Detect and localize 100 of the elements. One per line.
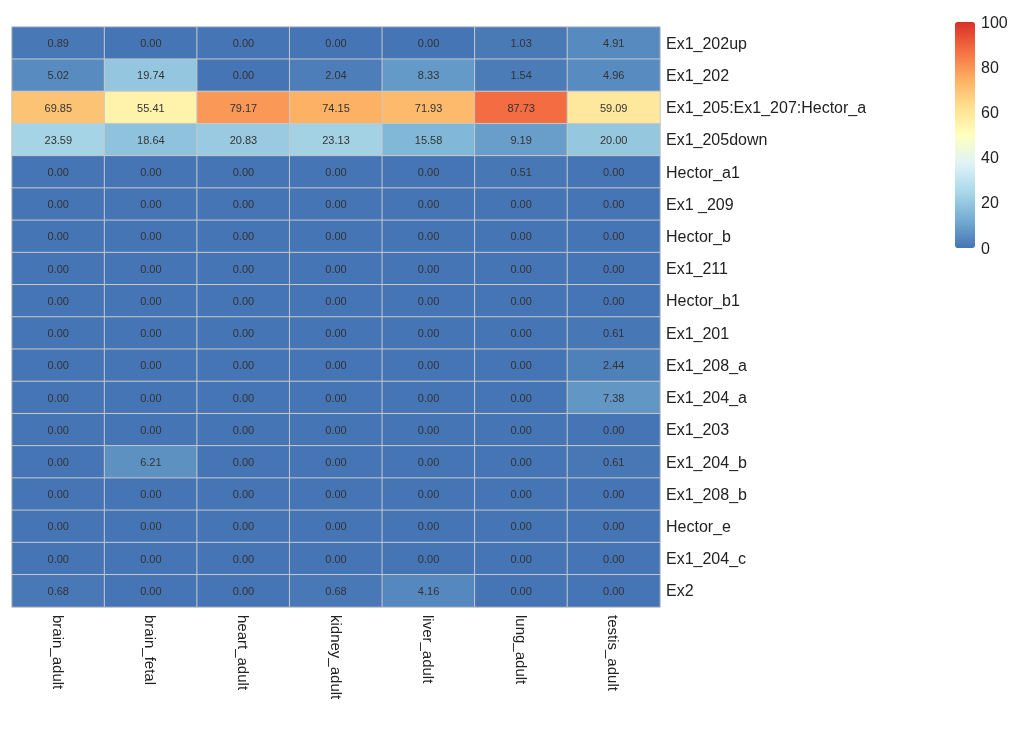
data-label: 4.91 xyxy=(603,37,625,50)
data-label: 0.00 xyxy=(47,552,69,565)
data-label: 0.00 xyxy=(140,327,162,340)
data-label: 6.21 xyxy=(140,456,162,468)
data-label: 0.00 xyxy=(47,423,69,436)
data-label: 0.00 xyxy=(232,37,255,50)
y-tick-label: Ex1_205down xyxy=(666,131,768,150)
data-label: 0.00 xyxy=(603,488,625,501)
data-label: 0.00 xyxy=(325,488,347,501)
y-tick-label: Ex1_202up xyxy=(666,34,748,53)
y-tick-label: Hector_e xyxy=(666,517,732,536)
color-bar-label: 20 xyxy=(981,194,999,212)
data-label: 0.00 xyxy=(232,198,255,211)
data-label: 20.00 xyxy=(599,133,628,146)
data-label: 0.00 xyxy=(603,198,625,211)
data-label: 0.00 xyxy=(47,327,69,340)
data-label: 0.00 xyxy=(603,294,625,307)
y-tick-label: Ex1_211 xyxy=(666,260,729,279)
data-label: 0.61 xyxy=(603,327,625,340)
data-label: 0.61 xyxy=(603,456,625,468)
color-bar-label: 40 xyxy=(981,149,999,167)
data-label: 4.16 xyxy=(417,584,440,597)
data-label: 9.19 xyxy=(510,133,532,146)
data-label: 0.00 xyxy=(140,423,162,436)
data-label: 0.00 xyxy=(510,520,532,533)
data-label: 0.00 xyxy=(140,294,162,307)
data-label: 59.09 xyxy=(599,101,628,114)
data-label: 1.54 xyxy=(510,69,532,82)
data-label: 0.00 xyxy=(417,262,440,275)
y-tick-label: Ex1_204_b xyxy=(666,453,748,472)
data-label: 0.00 xyxy=(417,327,440,340)
data-label: 0.00 xyxy=(417,520,440,533)
data-label: 0.00 xyxy=(47,262,69,275)
data-label: 0.00 xyxy=(603,230,625,243)
data-label: 0.51 xyxy=(510,166,532,178)
data-label: 0.00 xyxy=(325,294,347,307)
data-label: 2.04 xyxy=(325,69,347,82)
data-label: 18.64 xyxy=(137,133,165,146)
y-tick-label: Hector_a1 xyxy=(666,163,740,182)
data-label: 0.00 xyxy=(140,391,162,404)
data-label: 0.00 xyxy=(510,423,532,436)
data-label: 0.00 xyxy=(510,198,532,211)
data-label: 0.00 xyxy=(140,552,162,565)
y-tick-label: Hector_b1 xyxy=(666,292,740,311)
data-label: 0.00 xyxy=(140,584,162,597)
data-label: 0.00 xyxy=(603,520,625,533)
data-label: 0.00 xyxy=(325,456,347,468)
y-tick-label: Ex1_204_c xyxy=(666,550,747,569)
data-label: 0.00 xyxy=(232,520,255,533)
y-tick-label: Ex2 xyxy=(666,582,694,600)
data-label: 0.00 xyxy=(47,520,69,533)
data-label: 0.00 xyxy=(417,423,440,436)
y-tick-label: Hector_b xyxy=(666,227,732,246)
data-label: 0.00 xyxy=(140,488,162,501)
data-label: 0.00 xyxy=(603,552,625,565)
data-label: 0.00 xyxy=(325,198,347,211)
data-label: 0.89 xyxy=(47,37,69,50)
data-label: 79.17 xyxy=(229,101,258,114)
data-label: 2.44 xyxy=(603,359,625,372)
color-bar-label: 0 xyxy=(981,239,990,257)
data-label: 0.00 xyxy=(510,488,532,501)
data-label: 0.00 xyxy=(417,391,440,404)
y-tick-label: Ex1_208_b xyxy=(666,485,748,504)
data-label: 0.00 xyxy=(325,359,347,372)
data-label: 0.00 xyxy=(140,166,162,178)
y-tick-label: Ex1 _209 xyxy=(666,195,734,214)
data-label: 0.00 xyxy=(140,262,162,275)
data-label: 0.00 xyxy=(417,230,440,243)
data-label: 0.00 xyxy=(325,37,347,50)
data-label: 0.00 xyxy=(232,359,255,372)
data-label: 0.00 xyxy=(232,391,255,404)
data-label: 0.00 xyxy=(510,359,532,372)
data-label: 0.00 xyxy=(140,37,162,50)
data-label: 0.00 xyxy=(417,359,440,372)
data-label: 15.58 xyxy=(414,133,443,146)
data-label: 0.00 xyxy=(325,423,347,436)
data-label: 0.00 xyxy=(47,391,69,404)
x-tick-label: lung_adult xyxy=(512,615,530,686)
data-label: 5.02 xyxy=(47,69,69,82)
data-label: 0.00 xyxy=(510,262,532,275)
y-tick-label: Ex1_208_a xyxy=(666,356,748,375)
data-label: 0.00 xyxy=(232,69,255,82)
data-label: 0.00 xyxy=(47,230,69,243)
data-label: 0.00 xyxy=(417,198,440,211)
data-label: 0.00 xyxy=(232,423,255,436)
data-label: 69.85 xyxy=(44,101,73,114)
data-label: 0.00 xyxy=(325,520,347,533)
data-label: 8.33 xyxy=(417,69,440,82)
data-label: 0.00 xyxy=(417,488,440,501)
data-label: 0.00 xyxy=(232,488,255,501)
data-label: 0.00 xyxy=(510,327,532,340)
color-bar-label: 100 xyxy=(981,13,1008,31)
data-label: 0.00 xyxy=(325,552,347,565)
data-label: 0.00 xyxy=(232,552,255,565)
data-label: 0.00 xyxy=(47,294,69,307)
x-tick-label: testis_adult xyxy=(605,615,623,692)
data-label: 55.41 xyxy=(137,101,165,114)
x-tick-label: kidney_adult xyxy=(327,615,345,701)
data-label: 0.68 xyxy=(325,584,347,597)
data-label: 0.00 xyxy=(232,327,255,340)
